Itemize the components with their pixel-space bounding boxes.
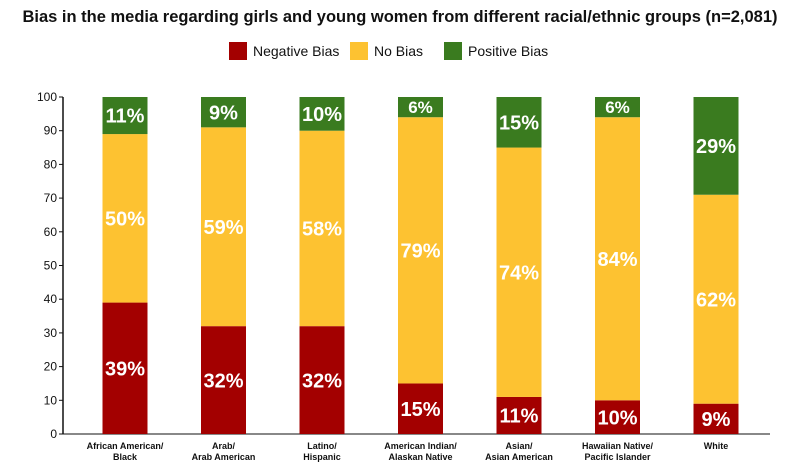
data-label-positive-bias-african-american-black: 11% [106, 106, 145, 128]
x-tick-label-line: American Indian/ [384, 441, 457, 451]
x-tick-label-line: Asian/ [505, 441, 533, 451]
bar-segment-no-bias-american-indian-alaskan-native [398, 117, 443, 384]
x-tick-label-line: Pacific Islander [584, 452, 651, 462]
bar-segment-positive-bias-latino-hispanic [299, 97, 345, 131]
x-tick-label-asian-asian-american: Asian/Asian American [485, 441, 553, 462]
data-label-negative-bias-african-american-black: 39% [105, 358, 145, 380]
data-label-negative-bias-asian-asian-american: 11% [500, 406, 539, 428]
legend-label-positive-bias: Positive Bias [468, 43, 549, 59]
bar-segment-no-bias-arab-arab-american [201, 127, 246, 327]
data-label-negative-bias-hawaiian-native-pacific-islander: 10% [597, 407, 637, 429]
legend-item-no-bias: No Bias [350, 40, 423, 62]
y-tick-label-90: 90 [44, 124, 58, 138]
legend-swatch-positive-bias [444, 42, 462, 60]
bar-segment-positive-bias-white [693, 97, 739, 195]
chart-title: Bias in the media regarding girls and yo… [22, 8, 778, 26]
data-label-no-bias-hawaiian-native-pacific-islander: 84% [597, 249, 637, 271]
x-tick-label-line: Asian American [485, 452, 553, 462]
data-label-negative-bias-latino-hispanic: 32% [302, 370, 342, 392]
x-tick-label-latino-hispanic: Latino/Hispanic [303, 441, 341, 462]
legend-swatch-negative-bias [229, 42, 247, 60]
y-tick-label-80: 80 [44, 157, 58, 171]
bar-segment-no-bias-latino-hispanic [299, 130, 345, 327]
bar-segment-no-bias-white [693, 194, 739, 404]
y-tick-label-30: 30 [44, 326, 58, 340]
bar-segment-negative-bias-american-indian-alaskan-native [398, 383, 443, 434]
bar-segment-negative-bias-asian-asian-american [496, 396, 542, 434]
data-label-no-bias-latino-hispanic: 58% [302, 219, 342, 241]
data-label-no-bias-white: 62% [696, 289, 736, 311]
bar-segment-negative-bias-hawaiian-native-pacific-islander [595, 400, 640, 434]
data-label-positive-bias-white: 29% [696, 136, 736, 158]
bar-segment-positive-bias-african-american-black [102, 97, 148, 135]
y-tick-label-40: 40 [44, 292, 58, 306]
x-tick-label-hawaiian-native-pacific-islander: Hawaiian Native/Pacific Islander [582, 441, 654, 462]
bar-segment-negative-bias-white [693, 403, 739, 434]
y-tick-label-60: 60 [44, 225, 58, 239]
bar-segment-no-bias-hawaiian-native-pacific-islander [595, 117, 640, 401]
y-tick-label-50: 50 [44, 259, 58, 273]
x-tick-label-line: Black [113, 452, 138, 462]
x-tick-label-white: White [704, 441, 729, 451]
legend: Negative Bias No Bias Positive Bias [0, 40, 800, 62]
data-label-no-bias-asian-asian-american: 74% [499, 262, 539, 284]
y-tick-label-20: 20 [44, 360, 58, 374]
data-label-positive-bias-american-indian-alaskan-native: 6% [408, 98, 433, 117]
x-tick-label-line: Hispanic [303, 452, 341, 462]
data-label-negative-bias-arab-arab-american: 32% [203, 370, 243, 392]
y-tick-label-100: 100 [37, 90, 57, 104]
legend-item-negative-bias: Negative Bias [229, 40, 339, 62]
bar-segment-negative-bias-latino-hispanic [299, 326, 345, 434]
data-label-negative-bias-american-indian-alaskan-native: 15% [400, 399, 440, 421]
bar-segment-positive-bias-american-indian-alaskan-native [398, 97, 443, 118]
x-tick-label-line: Hawaiian Native/ [582, 441, 654, 451]
data-label-positive-bias-asian-asian-american: 15% [499, 112, 539, 134]
bar-segment-negative-bias-african-american-black [102, 302, 148, 434]
bar-segment-positive-bias-asian-asian-american [496, 97, 542, 148]
x-tick-label-line: African American/ [87, 441, 164, 451]
legend-item-positive-bias: Positive Bias [444, 40, 548, 62]
y-tick-label-0: 0 [50, 427, 57, 441]
bar-segment-no-bias-asian-asian-american [496, 147, 542, 397]
data-label-no-bias-arab-arab-american: 59% [203, 217, 243, 239]
data-label-positive-bias-hawaiian-native-pacific-islander: 6% [605, 98, 630, 117]
x-tick-label-line: Latino/ [307, 441, 337, 451]
data-label-positive-bias-latino-hispanic: 10% [302, 104, 342, 126]
x-tick-label-arab-arab-american: Arab/Arab American [192, 441, 256, 462]
y-tick-label-70: 70 [44, 191, 58, 205]
bar-segment-positive-bias-arab-arab-american [201, 97, 246, 128]
legend-label-negative-bias: Negative Bias [253, 43, 340, 59]
x-tick-label-line: Arab/ [212, 441, 236, 451]
y-tick-label-10: 10 [44, 393, 58, 407]
bar-segment-no-bias-african-american-black [102, 134, 148, 303]
x-tick-label-line: Arab American [192, 452, 256, 462]
data-label-no-bias-african-american-black: 50% [105, 209, 145, 231]
x-tick-label-african-american-black: African American/Black [87, 441, 164, 462]
x-tick-label-american-indian-alaskan-native: American Indian/Alaskan Native [384, 441, 457, 462]
data-label-no-bias-american-indian-alaskan-native: 79% [400, 241, 440, 263]
bar-segment-negative-bias-arab-arab-american [201, 326, 246, 434]
bar-segment-positive-bias-hawaiian-native-pacific-islander [595, 97, 640, 118]
legend-label-no-bias: No Bias [374, 43, 424, 59]
x-tick-label-line: White [704, 441, 729, 451]
x-tick-label-line: Alaskan Native [388, 452, 452, 462]
data-label-negative-bias-white: 9% [702, 409, 731, 431]
data-label-positive-bias-arab-arab-american: 9% [209, 102, 238, 124]
legend-swatch-no-bias [350, 42, 368, 60]
